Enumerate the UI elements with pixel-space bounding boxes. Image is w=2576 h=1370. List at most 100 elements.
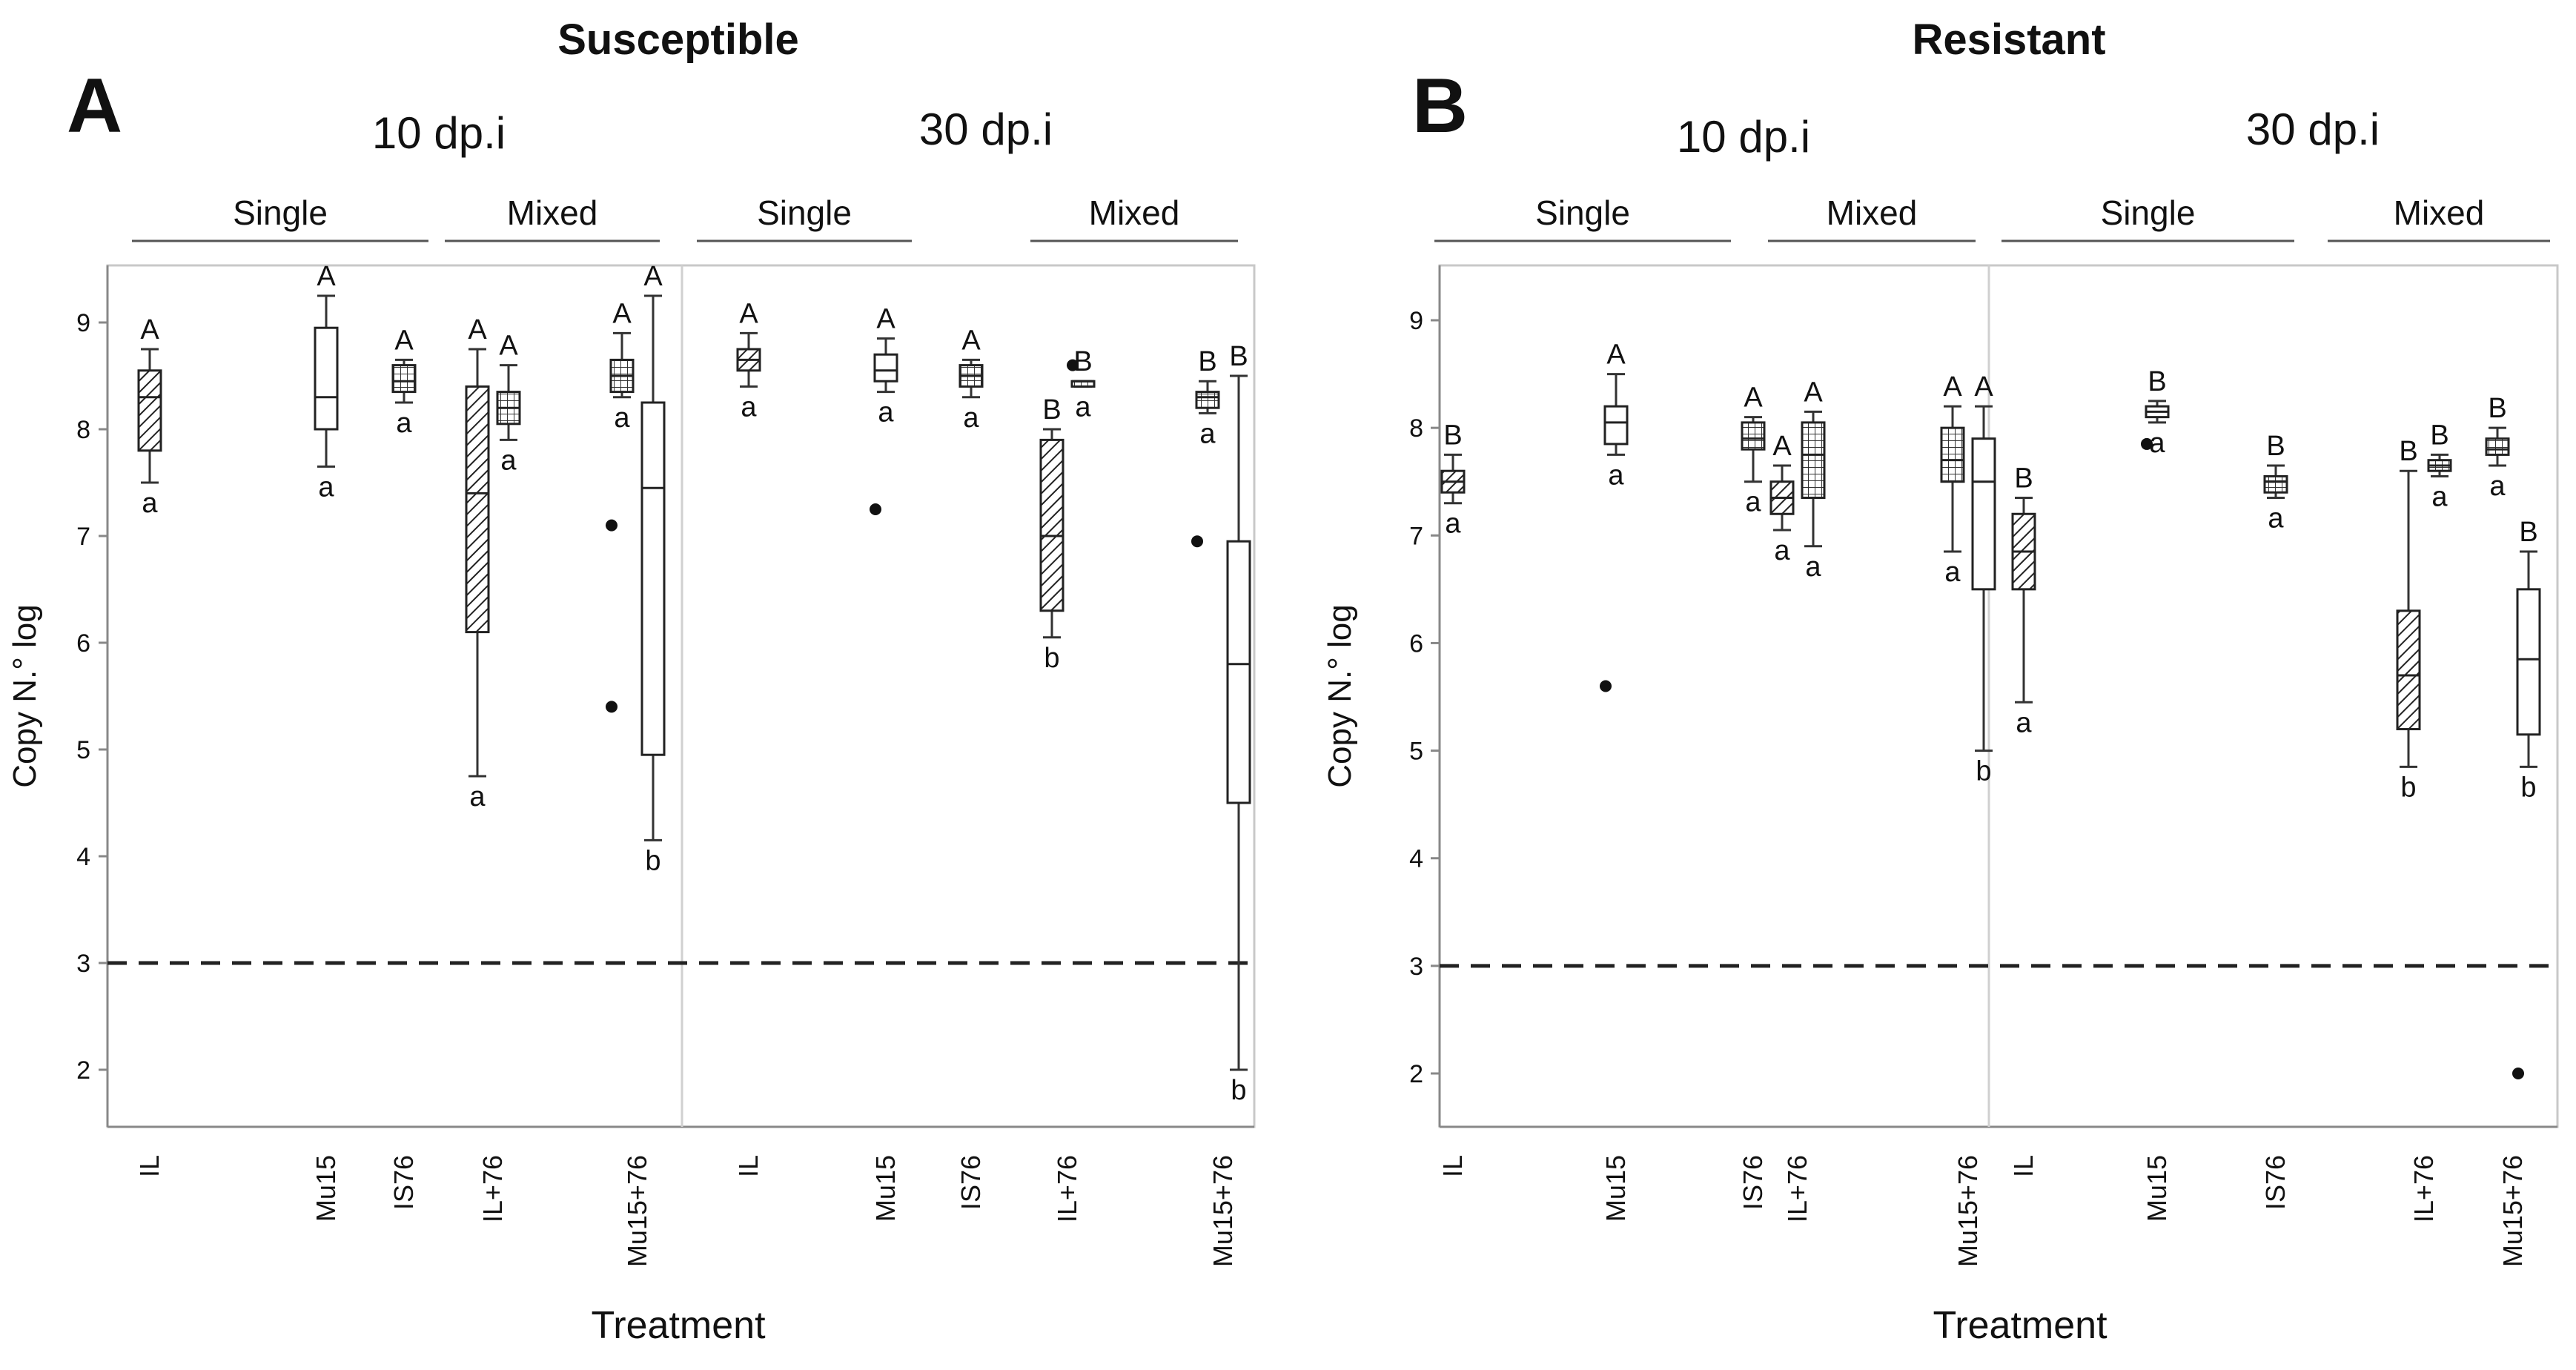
sig-letter-upper: B <box>2014 463 2033 494</box>
x-tick-label: Mu15+76 <box>1208 1155 1238 1267</box>
timepoint-label: 30 dp.i <box>2246 105 2380 154</box>
outlier-point <box>2512 1068 2524 1079</box>
y-tick-label: 7 <box>76 523 90 551</box>
outlier-point <box>606 519 617 532</box>
y-tick-label: 4 <box>76 843 90 871</box>
sig-letter-lower: b <box>2520 772 2536 803</box>
box-9: Ba <box>2141 366 2170 459</box>
group-label: Single <box>233 193 328 232</box>
box-body <box>1801 421 1826 499</box>
x-tick-label: IL <box>134 1155 165 1177</box>
y-tick-label: 5 <box>1409 738 1423 766</box>
box-10: Ba <box>2263 431 2288 534</box>
box-8: Aa <box>736 298 761 423</box>
outlier-point <box>870 503 881 515</box>
group-label: Single <box>1535 193 1630 232</box>
y-tick-label: 3 <box>76 950 90 978</box>
box-1: Aa <box>137 314 162 519</box>
x-tick-label: Mu15+76 <box>1953 1155 1983 1267</box>
box-2: Aa <box>314 261 339 503</box>
sig-letter-lower: a <box>142 488 158 519</box>
sig-letter-lower: b <box>2400 772 2416 803</box>
sig-letter-lower: a <box>318 471 334 503</box>
x-tick-label: IS76 <box>1738 1155 1768 1210</box>
y-tick-label: 9 <box>1409 307 1423 335</box>
group-label: Mixed <box>2394 193 2485 232</box>
box-14: Bb <box>1226 341 1251 1106</box>
sig-letter-lower: a <box>878 397 894 428</box>
sig-letter-upper: A <box>317 261 336 292</box>
sig-letter-upper: B <box>2148 366 2166 397</box>
sig-letter-lower: b <box>1044 643 1059 674</box>
y-tick-label: 8 <box>1409 414 1423 443</box>
sig-letter-upper: A <box>739 298 758 329</box>
sig-letter-upper: A <box>1744 383 1763 414</box>
box-4: Aa <box>1769 431 1795 566</box>
panel-a: A Susceptible 10 dp.i 30 dp.i Single Mixed Sin… <box>7 16 1256 1347</box>
box-6: Aa <box>1940 371 1965 588</box>
sig-letter-upper: B <box>1229 341 1248 372</box>
box-body <box>1603 405 1629 446</box>
box-body <box>1226 540 1251 804</box>
box-12: Ba <box>2427 420 2452 512</box>
box-7: Ab <box>1971 371 1996 787</box>
x-tick-label: Mu15 <box>311 1155 341 1222</box>
box-7: Ab <box>640 261 666 876</box>
outlier-point <box>606 701 617 713</box>
panel-title: Resistant <box>1912 16 2105 64</box>
x-tick-label: Mu15 <box>1600 1155 1631 1222</box>
sig-letter-lower: a <box>1745 487 1761 518</box>
y-tick-label: 5 <box>76 736 90 764</box>
x-tick-label: IL+76 <box>1782 1155 1812 1222</box>
box-5: Aa <box>1801 377 1826 583</box>
group-label: Mixed <box>507 193 598 232</box>
sig-letter-upper: A <box>1943 371 1962 403</box>
box-body <box>2516 588 2541 736</box>
box-body <box>1940 426 1965 483</box>
box-body <box>2396 609 2421 731</box>
box-1: Ba <box>1440 420 1466 540</box>
x-tick-label: Mu15 <box>870 1155 901 1222</box>
y-axis-label: Copy N.° log <box>7 604 43 787</box>
sig-letter-upper: A <box>1606 340 1626 371</box>
sig-letter-lower: a <box>1199 418 1216 449</box>
timepoint-label: 10 dp.i <box>372 108 506 158</box>
y-axis-label: Copy N.° log <box>1322 604 1358 787</box>
sig-letter-upper: A <box>140 314 159 345</box>
box-12: Ba <box>1067 346 1096 423</box>
x-tick-label: IS76 <box>388 1155 419 1210</box>
box-2: Aa <box>1600 340 1629 692</box>
sig-letter-upper: B <box>2488 393 2506 424</box>
x-tick-label: IS76 <box>956 1155 986 1210</box>
sig-letter-lower: a <box>1075 391 1091 423</box>
x-tick-label: Mu15+76 <box>2497 1155 2528 1267</box>
box-body <box>137 369 162 452</box>
sig-letter-upper: A <box>876 304 895 335</box>
y-tick-label: 2 <box>1409 1060 1423 1088</box>
sig-letter-lower: a <box>2489 471 2506 502</box>
sig-letter-lower: a <box>963 403 979 434</box>
sig-letter-upper: A <box>961 325 981 356</box>
sig-letter-upper: B <box>1198 346 1216 377</box>
y-tick-label: 3 <box>1409 953 1423 981</box>
box-body <box>873 353 898 383</box>
sig-letter-lower: a <box>1944 557 1961 588</box>
group-label: Single <box>757 193 852 232</box>
box-13: Ba <box>1191 346 1220 548</box>
panel-letter-b: B <box>1412 63 1468 149</box>
box-3: Aa <box>1741 383 1766 518</box>
sig-letter-upper: B <box>2519 517 2537 548</box>
x-tick-label: IL+76 <box>2408 1155 2439 1222</box>
sig-letter-upper: A <box>1772 431 1792 462</box>
sig-letter-lower: a <box>2149 428 2165 459</box>
group-label: Single <box>2101 193 2196 232</box>
sig-letter-lower: a <box>1805 552 1821 583</box>
sig-letter-lower: a <box>2431 481 2448 512</box>
box-14: Bb <box>2512 517 2541 1079</box>
plot-frame <box>1438 264 2559 1128</box>
sig-letter-upper: B <box>1073 346 1092 377</box>
sig-letter-upper: A <box>612 298 632 329</box>
sig-letter-upper: A <box>468 314 487 345</box>
x-tick-label: IL+76 <box>477 1155 508 1222</box>
